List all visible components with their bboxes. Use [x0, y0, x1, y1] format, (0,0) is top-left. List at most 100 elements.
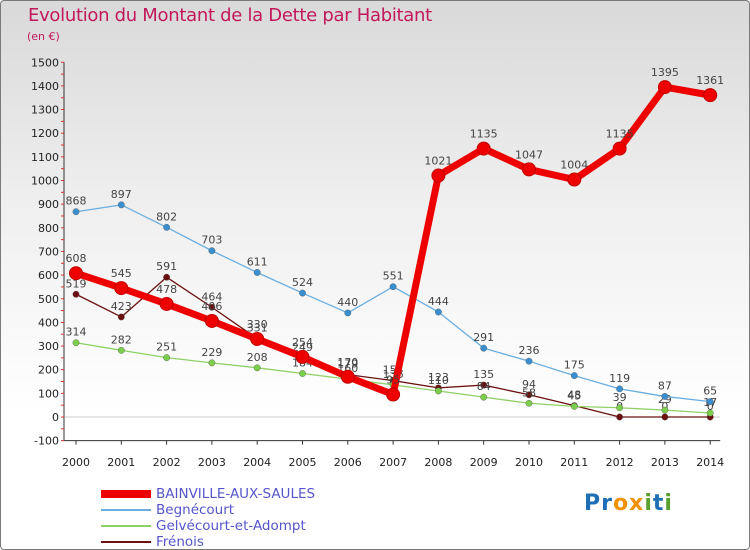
data-label: 0 [661, 400, 668, 413]
data-label: 1021 [424, 155, 452, 168]
data-point [480, 393, 488, 401]
data-label: 95 [386, 374, 400, 387]
y-tick-label: 100 [38, 387, 59, 400]
y-tick-label: 400 [38, 316, 59, 329]
data-point [114, 281, 129, 296]
data-label: 170 [337, 356, 358, 369]
logo-letter: i [664, 491, 673, 516]
data-label: 478 [156, 283, 177, 296]
y-tick-label: 900 [38, 198, 59, 211]
y-tick-label: 1000 [31, 175, 59, 188]
data-point [69, 266, 83, 281]
x-tick-label: 2014 [696, 456, 724, 469]
data-label: 591 [156, 260, 177, 273]
data-label: 406 [201, 300, 222, 313]
data-point [616, 404, 623, 412]
chart-unit: (en €) [27, 30, 60, 43]
y-tick-label: -100 [34, 435, 59, 448]
data-label: 1135 [606, 128, 634, 141]
data-label: 440 [337, 296, 358, 309]
logo-letter: i [644, 491, 653, 516]
data-label: 802 [156, 210, 177, 223]
data-point [706, 398, 714, 406]
logo-letter: x [629, 491, 645, 516]
data-point [204, 313, 219, 328]
data-point [299, 370, 306, 377]
legend-swatch [101, 490, 151, 498]
data-point [163, 354, 171, 362]
data-label: 282 [111, 333, 132, 346]
data-point [386, 387, 401, 402]
x-tick-label: 2008 [424, 456, 452, 469]
data-label: 291 [473, 331, 494, 344]
data-point [661, 393, 669, 400]
data-label: 444 [428, 295, 449, 308]
data-point [163, 223, 171, 231]
data-label: 110 [428, 374, 449, 387]
x-tick-label: 2002 [153, 456, 181, 469]
data-point [522, 162, 536, 177]
y-tick-label: 1400 [31, 80, 59, 93]
data-point [570, 372, 578, 380]
data-label: 84 [477, 380, 491, 393]
data-label: 45 [567, 389, 581, 402]
legend-swatch [101, 509, 151, 511]
data-point [616, 385, 623, 393]
data-label: 208 [247, 351, 268, 364]
data-point [72, 208, 80, 216]
data-label: 175 [564, 359, 585, 372]
data-label: 39 [613, 391, 627, 404]
data-point [480, 344, 488, 352]
data-label: 519 [66, 277, 87, 290]
data-point [295, 349, 310, 364]
data-point [706, 409, 714, 417]
data-point [612, 141, 627, 156]
data-point [431, 168, 446, 183]
x-tick-label: 2005 [289, 456, 317, 469]
data-label: 119 [609, 372, 630, 385]
x-tick-label: 2010 [515, 456, 543, 469]
logo-letter: P [584, 491, 602, 516]
y-tick-label: 1200 [31, 127, 59, 140]
x-tick-label: 2004 [243, 456, 271, 469]
data-label: 611 [247, 255, 268, 268]
y-tick-label: 1100 [31, 151, 59, 164]
data-point [159, 296, 174, 311]
data-label: 524 [292, 276, 313, 289]
data-label: 423 [111, 300, 132, 313]
data-point [661, 406, 669, 414]
data-point [163, 273, 171, 281]
data-point [117, 201, 125, 209]
x-tick-label: 2003 [198, 456, 226, 469]
data-label: 236 [519, 344, 540, 357]
data-label: 545 [111, 267, 132, 280]
y-tick-label: 800 [38, 222, 59, 235]
y-tick-label: 300 [38, 340, 59, 353]
data-point [570, 402, 578, 410]
legend-label: Begnécourt [156, 502, 235, 518]
y-tick-label: 500 [38, 293, 59, 306]
x-tick-label: 2013 [651, 456, 679, 469]
data-point [117, 313, 125, 321]
x-tick-label: 2007 [379, 456, 407, 469]
data-label: 608 [66, 252, 87, 265]
data-point [703, 88, 718, 103]
data-point [299, 289, 306, 297]
logo-letter: t [652, 491, 665, 516]
x-tick-label: 2001 [107, 456, 135, 469]
data-label: 1361 [696, 74, 724, 87]
data-label: 249 [292, 341, 313, 354]
legend-label: BAINVILLE-AUX-SAULES [156, 486, 316, 502]
y-tick-label: 200 [38, 364, 59, 377]
data-point [657, 80, 672, 95]
data-point [72, 290, 80, 298]
x-tick-label: 2000 [62, 456, 90, 469]
data-label: 229 [201, 346, 222, 359]
logo-letter: o [612, 491, 630, 516]
data-label: 1004 [560, 159, 588, 172]
data-label: 1047 [515, 148, 543, 161]
x-tick-label: 2006 [334, 456, 362, 469]
data-point [253, 364, 261, 372]
